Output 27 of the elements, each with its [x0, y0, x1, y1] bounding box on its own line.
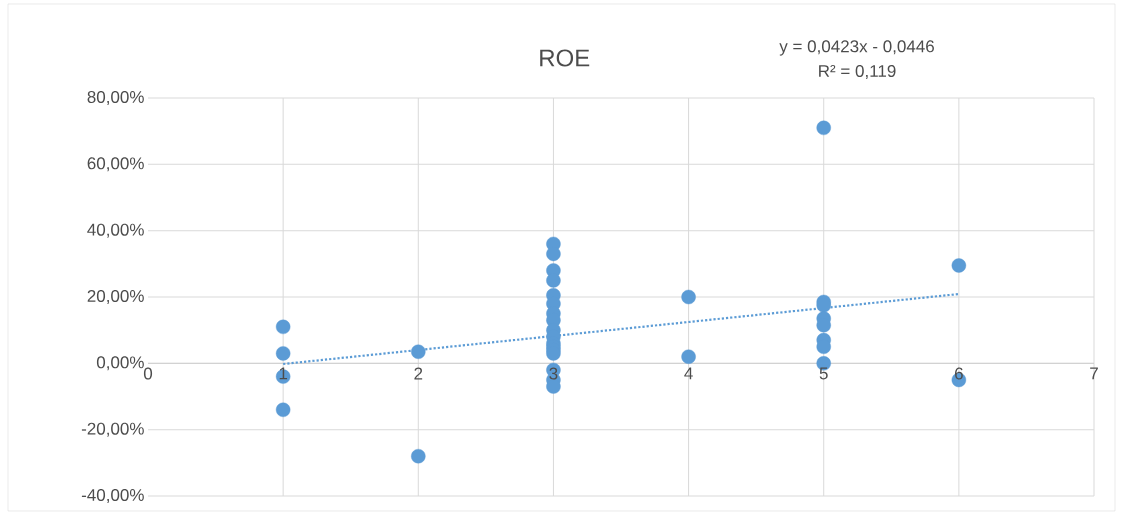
y-tick-label: 0,00% [96, 356, 144, 371]
point [816, 120, 831, 136]
y-tick-label: 60,00% [87, 157, 144, 172]
x-tick-label: 7 [1090, 367, 1098, 380]
point [681, 349, 696, 364]
x-tick-label: 2 [414, 367, 423, 380]
point [546, 273, 561, 288]
x-tick-label: 0 [143, 367, 153, 380]
x-tick-label: 1 [279, 367, 288, 380]
x-tick-label: 3 [549, 367, 558, 380]
point [951, 258, 967, 273]
point [275, 346, 291, 361]
y-tick-label: -40,00% [81, 488, 144, 504]
text: y = 0,0423x - 0,0446 [779, 40, 934, 56]
x-tick-label: 5 [819, 367, 828, 380]
y-tick-label: 20,00% [87, 289, 144, 305]
y-tick-label: 80,00% [87, 90, 144, 106]
y-tick-label: 40,00% [87, 223, 144, 238]
y-tick-label: -20,00% [81, 422, 144, 437]
point [411, 449, 426, 464]
point [275, 319, 291, 335]
point [275, 402, 291, 417]
x-tick-label: 4 [684, 367, 693, 380]
point [681, 289, 696, 305]
text: R² = 0,119 [819, 64, 896, 80]
point [411, 344, 426, 359]
chart-title: ROE [540, 49, 590, 67]
